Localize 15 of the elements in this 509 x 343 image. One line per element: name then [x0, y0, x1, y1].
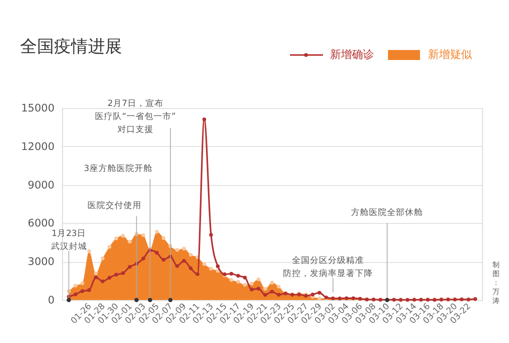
y-tick-label: 3000 [28, 256, 54, 268]
annotation: 2月7日，宣布医疗队“一省包一市”对口支援 [94, 98, 176, 135]
y-tick-label: 9000 [28, 179, 54, 192]
annotation: 方舱医院全部休舱 [351, 207, 424, 218]
annotation: 全国分区分级精准防控，发病率显著下降 [282, 255, 373, 279]
y-tick-label: 12000 [21, 140, 54, 153]
y-tick-label: 15000 [21, 102, 54, 114]
chart-title: 全国疫情进展 [20, 37, 122, 57]
legend-label: 新增疑似 [428, 48, 472, 61]
annotation: 1月23日武汉封城 [50, 229, 87, 252]
y-tick-label: 0 [48, 294, 54, 306]
annotation: 3座方舱医院开舱 [84, 163, 152, 174]
y-tick-label: 6000 [28, 218, 54, 230]
legend-label: 新增确诊 [330, 48, 374, 61]
annotation: 医院交付使用 [88, 200, 142, 211]
